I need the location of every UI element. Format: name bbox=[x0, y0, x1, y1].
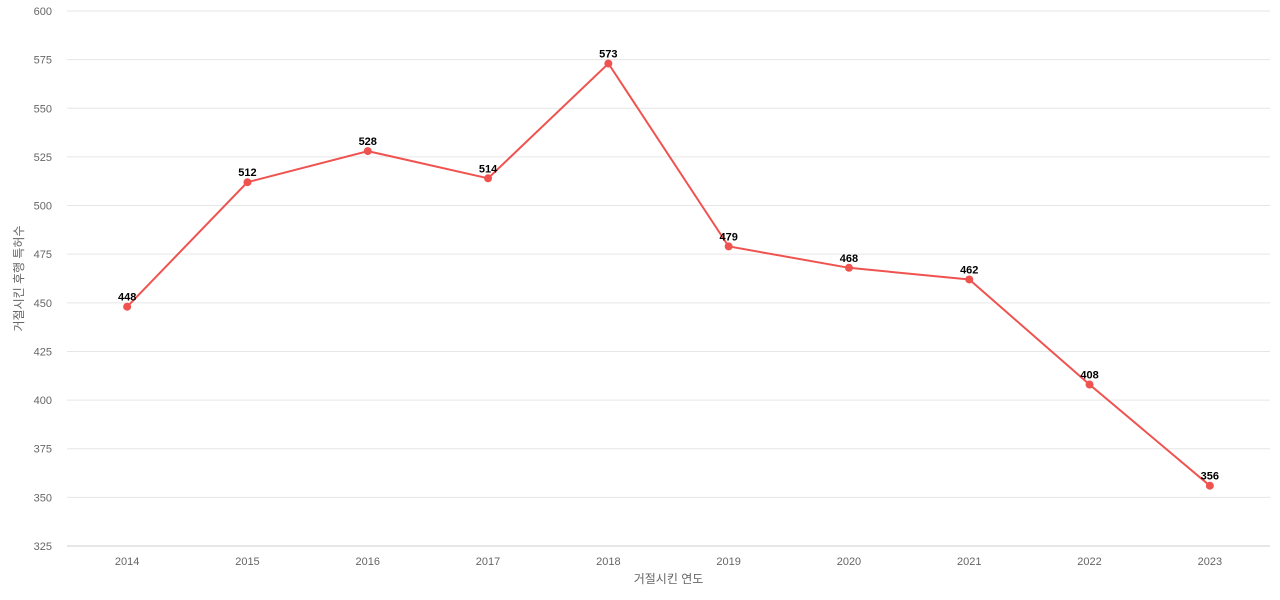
y-tick-label: 600 bbox=[34, 6, 52, 18]
data-label: 468 bbox=[840, 253, 858, 265]
y-tick-label: 550 bbox=[34, 103, 52, 115]
data-label: 448 bbox=[118, 292, 136, 304]
y-tick-label: 400 bbox=[34, 395, 52, 407]
x-tick-label: 2020 bbox=[837, 556, 861, 568]
data-point[interactable] bbox=[965, 275, 974, 284]
data-points bbox=[123, 59, 1214, 490]
y-axis-title: 거절시킨 후행 특허수 bbox=[11, 225, 26, 331]
x-axis-title: 거절시킨 연도 bbox=[634, 572, 704, 586]
data-point[interactable] bbox=[363, 147, 372, 156]
data-point[interactable] bbox=[724, 242, 733, 251]
x-tick-label: 2014 bbox=[115, 556, 139, 568]
data-point[interactable] bbox=[243, 178, 252, 187]
y-tick-label: 575 bbox=[34, 55, 52, 67]
y-axis-ticks: 325 350 375 400 425 450 475 500 525 550 575 600 bbox=[34, 6, 52, 553]
data-point[interactable] bbox=[123, 302, 132, 311]
y-tick-label: 350 bbox=[34, 492, 52, 504]
y-tick-label: 325 bbox=[34, 541, 52, 553]
x-tick-label: 2017 bbox=[476, 556, 500, 568]
gridlines bbox=[67, 10, 1270, 498]
data-label: 514 bbox=[479, 163, 498, 175]
data-point[interactable] bbox=[1085, 380, 1094, 389]
data-label: 573 bbox=[599, 49, 617, 61]
x-tick-label: 2016 bbox=[356, 556, 380, 568]
x-tick-label: 2022 bbox=[1077, 556, 1101, 568]
data-label: 528 bbox=[359, 136, 377, 148]
x-tick-label: 2015 bbox=[235, 556, 259, 568]
data-label: 356 bbox=[1201, 471, 1219, 483]
y-tick-label: 425 bbox=[34, 346, 52, 358]
data-point[interactable] bbox=[1205, 481, 1214, 490]
data-label: 479 bbox=[719, 231, 737, 243]
y-tick-label: 525 bbox=[34, 152, 52, 164]
data-labels: 448 512 528 514 573 479 468 462 408 356 bbox=[118, 49, 1219, 483]
y-tick-label: 475 bbox=[34, 249, 52, 261]
data-label: 408 bbox=[1080, 370, 1098, 382]
y-tick-label: 500 bbox=[34, 201, 52, 213]
data-point[interactable] bbox=[484, 174, 493, 183]
x-tick-label: 2021 bbox=[957, 556, 981, 568]
data-label: 512 bbox=[238, 167, 256, 179]
x-tick-label: 2018 bbox=[596, 556, 620, 568]
x-tick-label: 2023 bbox=[1198, 556, 1222, 568]
series-line bbox=[126, 61, 1211, 487]
x-axis-ticks: 2014 2015 2016 2017 2018 2019 2020 2021 2022 2023 bbox=[115, 556, 1222, 568]
x-tick-label: 2019 bbox=[716, 556, 740, 568]
y-tick-label: 375 bbox=[34, 444, 52, 456]
data-point[interactable] bbox=[604, 59, 613, 68]
y-tick-label: 450 bbox=[34, 298, 52, 310]
data-label: 462 bbox=[960, 264, 978, 276]
data-point[interactable] bbox=[844, 263, 853, 272]
